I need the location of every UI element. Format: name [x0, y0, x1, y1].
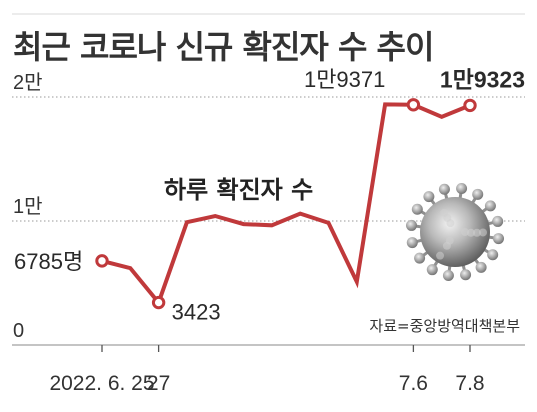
virus-spike-bulb [423, 191, 435, 203]
virus-spike-bulb [414, 252, 426, 264]
virus-spike-bulb [487, 249, 499, 261]
data-point [406, 98, 421, 112]
data-label: 1만9371 [304, 67, 385, 92]
virus-spike-bulb [460, 269, 472, 281]
x-tick-label: 7.8 [455, 372, 484, 395]
data-point [463, 98, 477, 113]
virus-texture [436, 251, 445, 260]
virus-spike-bulb [438, 183, 450, 195]
virus-spike-bulb [426, 264, 438, 276]
chart-title: 최근 코로나 신규 확진자 수 추이 [13, 28, 433, 66]
virus-spike-bulb [484, 200, 496, 212]
virus-body [420, 197, 490, 267]
y-tick-label: 0 [13, 320, 24, 342]
virus-spike-bulb [411, 203, 423, 215]
virus-texture [472, 228, 481, 237]
virus-texture [445, 236, 454, 245]
y-tick-label: 2만 [13, 71, 43, 94]
virus-spike-bulb [456, 182, 468, 194]
y-tick-label: 1만 [13, 195, 43, 218]
data-point [95, 254, 109, 268]
x-tick-label: 27 [147, 372, 170, 395]
virus-spike-bulb [442, 270, 454, 282]
data-label: 6785명 [14, 249, 83, 274]
source-note: 자료=중앙방역대책본부 [369, 317, 520, 335]
data-points [95, 98, 477, 310]
virus-spike-bulb [493, 233, 505, 245]
grid-lines [12, 96, 525, 346]
series-label: 하루 확진자 수 [164, 176, 313, 204]
virus-texture [461, 228, 469, 236]
virus-texture [446, 219, 455, 228]
data-label: 3423 [172, 300, 221, 325]
data-point [151, 295, 166, 310]
virus-spike-bulb [406, 237, 418, 249]
data-labels: 6785명 3423 1만9371 1만9323 [14, 66, 525, 324]
virus-spike-bulb [405, 219, 417, 231]
data-label: 1만9323 [440, 66, 525, 92]
x-tick-label: 2022. 6. 25 [49, 372, 154, 395]
virus-texture [478, 228, 487, 237]
virus-spike-bulb [492, 215, 504, 227]
virus-spike-bulb [472, 188, 484, 200]
coronavirus-illustration-icon [405, 182, 505, 282]
y-axis-ticks: 0 1만 2만 [13, 71, 43, 342]
x-tick-label: 7.6 [399, 372, 428, 395]
virus-spike-bulb [475, 261, 487, 273]
virus-texture [466, 228, 475, 237]
